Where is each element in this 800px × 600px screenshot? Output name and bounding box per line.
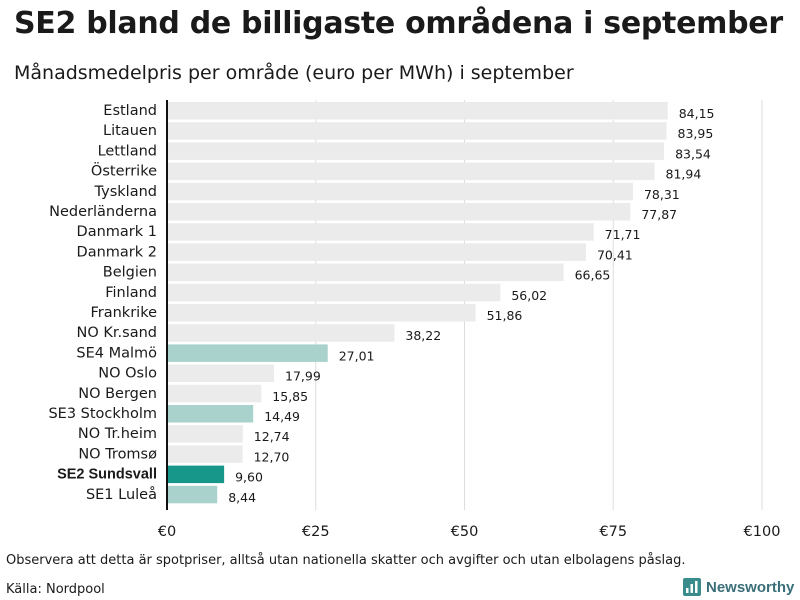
category-label: Litauen <box>103 123 157 139</box>
value-label: 71,71 <box>605 227 641 242</box>
category-label: Österrike <box>91 162 157 180</box>
category-label: Tyskland <box>94 184 157 200</box>
category-label: NO Oslo <box>98 366 157 382</box>
category-label: Finland <box>105 285 157 301</box>
bar <box>167 445 243 463</box>
brand-name: Newsworthy <box>706 578 795 596</box>
value-label: 8,44 <box>228 490 256 505</box>
bar <box>167 405 254 423</box>
category-label: SE1 Luleå <box>86 486 157 503</box>
category-label: Frankrike <box>90 305 157 321</box>
x-tick-label: €75 <box>599 524 627 540</box>
value-label: 77,87 <box>641 207 677 222</box>
x-tick-label: €25 <box>302 524 330 540</box>
footnote: Observera att detta är spotpriser, allts… <box>6 553 686 568</box>
chart-title: SE2 bland de billigaste områdena i septe… <box>14 6 783 41</box>
bar <box>167 243 586 261</box>
bar <box>167 304 476 322</box>
value-label: 78,31 <box>644 187 680 202</box>
value-label: 15,85 <box>272 389 308 404</box>
bar <box>167 425 243 443</box>
bar <box>167 344 328 362</box>
bar <box>167 485 218 504</box>
category-label: NO Kr.sand <box>77 325 157 341</box>
bar <box>167 465 225 484</box>
value-label: 27,01 <box>339 348 375 363</box>
category-label: Danmark 2 <box>77 244 157 260</box>
category-label: Belgien <box>103 265 157 281</box>
value-label: 51,86 <box>487 308 523 323</box>
bar <box>167 203 631 221</box>
source-note: Källa: Nordpool <box>6 582 105 597</box>
newsworthy-logo: Newsworthy <box>683 578 794 596</box>
bar <box>167 263 564 282</box>
category-label: SE2 Sundsvall <box>57 467 157 483</box>
value-label: 12,70 <box>254 449 290 464</box>
value-label: 14,49 <box>264 409 300 424</box>
category-label: NO Tromsø <box>78 446 157 462</box>
category-label: Lettland <box>98 143 157 159</box>
value-label: 83,54 <box>675 146 711 161</box>
bar <box>167 283 501 302</box>
category-label: Estland <box>103 103 157 119</box>
value-label: 56,02 <box>511 288 547 303</box>
category-label: Nederländerna <box>49 204 157 220</box>
value-label: 9,60 <box>235 470 263 485</box>
value-label: 70,41 <box>597 247 633 262</box>
bar <box>167 162 655 181</box>
bar <box>167 324 395 342</box>
bar <box>167 384 262 403</box>
bar <box>167 102 668 120</box>
x-tick-label: €50 <box>451 524 479 540</box>
bar <box>167 223 594 241</box>
bar-chart: Estland 84,15 Litauen 83,95 Lettland 83,54 Öst… <box>48 100 781 540</box>
category-label: SE3 Stockholm <box>48 406 157 422</box>
value-label: 84,15 <box>679 106 715 121</box>
bar <box>167 142 665 160</box>
x-tick-label: €100 <box>744 524 781 540</box>
bar <box>167 182 633 201</box>
category-label: SE4 Malmö <box>76 345 157 361</box>
category-label: NO Bergen <box>78 386 157 402</box>
value-label: 38,22 <box>405 328 441 343</box>
chart-subtitle: Månadsmedelpris per område (euro per MWh… <box>14 62 574 84</box>
category-label: NO Tr.heim <box>78 426 157 442</box>
value-label: 66,65 <box>575 268 611 283</box>
category-label: Danmark 1 <box>77 224 157 240</box>
value-label: 81,94 <box>666 167 702 182</box>
bar <box>167 122 667 140</box>
value-label: 17,99 <box>285 369 321 384</box>
bar <box>167 364 275 383</box>
bar-chart-logo-icon <box>683 578 701 596</box>
value-label: 12,74 <box>254 429 290 444</box>
value-label: 83,95 <box>678 126 714 141</box>
x-tick-label: €0 <box>158 524 176 540</box>
